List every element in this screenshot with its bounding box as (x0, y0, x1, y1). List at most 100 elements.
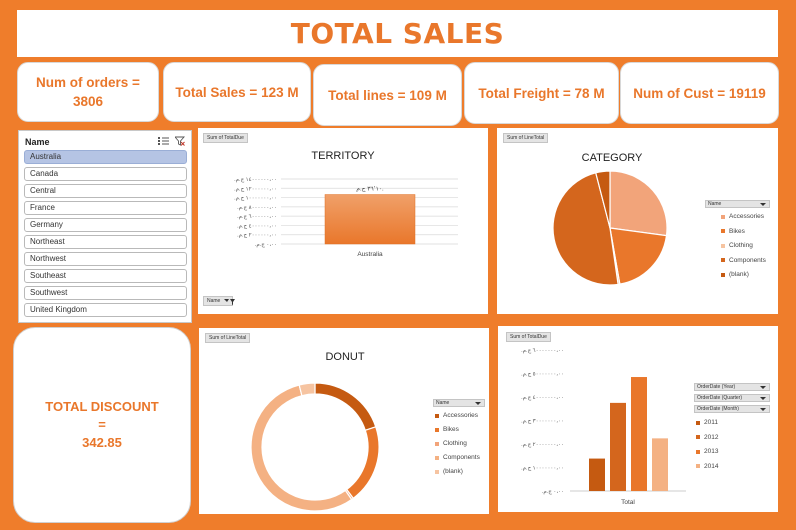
total-discount-value: 342.85 (82, 435, 122, 450)
year-bar-chart: ٦٠٠٠٠٠٠٠،٠٠ ج.م.‏ ٥٠٠٠٠٠٠٠،٠٠ ج.م.‏ ٤٠٠٠٠٠… (521, 348, 686, 506)
slicer-item[interactable]: Canada (24, 167, 187, 181)
slice-blank[interactable] (298, 382, 316, 397)
kpi-num-customers-label: Num of Cust = 19119 (633, 85, 766, 101)
year-field-button[interactable]: Sum of TotalDue (506, 332, 551, 342)
legend-swatch (435, 413, 439, 418)
territory-bar[interactable] (324, 194, 416, 245)
slice-accessories[interactable] (609, 170, 668, 237)
legend-label: Accessories (443, 412, 479, 419)
slicer-item[interactable]: Southwest (24, 286, 187, 300)
legend-item: 2014 (696, 463, 718, 470)
bar-2013[interactable] (631, 377, 647, 491)
category-legend-filter[interactable]: Name (705, 200, 770, 208)
year-filter[interactable]: OrderDate (Year) (694, 383, 770, 391)
legend-swatch (435, 455, 439, 460)
month-filter-label: OrderDate (Month) (697, 406, 739, 412)
total-discount-card: TOTAL DISCOUNT = 342.85 (13, 327, 191, 523)
legend-item: Components (435, 454, 480, 461)
category-field-button[interactable]: Sum of LineTotal (503, 133, 549, 143)
slice-accessories[interactable] (314, 382, 377, 432)
legend-swatch (721, 229, 725, 233)
clear-filter-icon[interactable] (175, 136, 185, 146)
y-tick-label: ٢٠٠٠٠٠٠٠،٠٠ ج.م.‏ (521, 442, 564, 448)
y-tick-label: ٠،٠٠ ج.م.‏ (542, 489, 564, 495)
legend-item: 2011 (696, 419, 718, 426)
kpi-orders-label: Num of orders = (36, 75, 140, 90)
bar-2012[interactable] (610, 402, 626, 491)
y-tick-label: ٨٠٠٠٠٠٠،٠٠ ج.م.‏ (237, 205, 277, 211)
legend-swatch (721, 258, 725, 262)
y-tick-label: ٣٠٠٠٠٠٠٠،٠٠ ج.م.‏ (521, 419, 564, 425)
legend-label: Bikes (443, 426, 459, 433)
category-chart-panel: Sum of LineTotal CATEGORY Name Accessori… (497, 128, 778, 314)
legend-swatch (721, 214, 725, 219)
legend-label: Clothing (443, 440, 467, 447)
territory-chart-panel: Sum of TotalDue TERRITORY ١٤٠٠٠٠٠٠،٠٠ ج.… (198, 128, 488, 314)
slice-bikes[interactable] (345, 426, 380, 500)
donut-chart-title: DONUT (325, 351, 365, 363)
legend-swatch (721, 243, 725, 248)
legend-item: Clothing (721, 242, 753, 249)
y-tick-label: ٦٠٠٠٠٠٠٠،٠٠ ج.م.‏ (521, 348, 564, 354)
y-tick-label: ٠،٠٠ ج.م.‏ (255, 242, 277, 248)
y-tick-label: ١٠٠٠٠٠٠٠،٠٠ ج.م.‏ (234, 196, 277, 202)
legend-label: (blank) (443, 468, 463, 475)
kpi-orders: Num of orders = 3806 (17, 62, 159, 122)
donut-legend-filter[interactable]: Name (433, 399, 485, 407)
y-tick-label: ١٢٠٠٠٠٠٠،٠٠ ج.م.‏ (234, 186, 277, 192)
territory-bar-chart: ١٤٠٠٠٠٠٠،٠٠ ج.م.‏ ١٢٠٠٠٠٠٠،٠٠ ج.م.‏ ١٠٠٠٠٠… (234, 177, 458, 258)
kpi-total-lines-label: Total lines = 109 M (328, 87, 447, 103)
y-tick-label: ٤٠٠٠٠٠٠،٠٠ ج.م.‏ (237, 223, 277, 229)
y-tick-label: ٦٠٠٠٠٠٠،٠٠ ج.م.‏ (237, 214, 277, 220)
dashboard-title: TOTAL SALES (290, 17, 505, 50)
kpi-num-customers: Num of Cust = 19119 (620, 62, 779, 124)
legend-label: Components (729, 256, 766, 264)
slice-components[interactable] (552, 172, 619, 286)
slicer-item[interactable]: Northwest (24, 252, 187, 266)
legend-swatch (696, 464, 700, 468)
slicer-header: Name (25, 137, 50, 147)
kpi-orders-value: 3806 (72, 94, 104, 109)
multi-select-icon[interactable] (158, 136, 169, 145)
legend-swatch (721, 272, 725, 277)
slice-blank[interactable] (595, 170, 611, 229)
donut-legend-header: Name (436, 400, 450, 406)
territory-filter-label: Name (207, 298, 221, 304)
legend-item: 2013 (696, 448, 718, 455)
legend-label: 2011 (704, 419, 718, 426)
donut-field-button[interactable]: Sum of LineTotal (205, 333, 251, 343)
y-tick-label: ٤٠٠٠٠٠٠٠،٠٠ ج.م.‏ (521, 395, 564, 401)
bar-2011[interactable] (589, 458, 605, 491)
legend-swatch (435, 441, 439, 446)
legend-label: Bikes (729, 227, 745, 235)
territory-field-button[interactable]: Sum of TotalDue (203, 133, 248, 143)
slicer-item[interactable]: United Kingdom (24, 303, 187, 317)
x-category-label: Australia (357, 251, 383, 258)
slice-components[interactable] (250, 384, 353, 512)
donut-chart-panel: Sum of LineTotal DONUT Name Accessories B… (199, 328, 489, 514)
kpi-total-sales-label: Total Sales = 123 M (175, 84, 299, 100)
slicer-item[interactable]: Southeast (24, 269, 187, 283)
legend-label: Clothing (729, 242, 753, 249)
slice-bikes[interactable] (609, 227, 668, 285)
x-category-label: Total (621, 499, 635, 506)
slicer-item[interactable]: Australia (24, 150, 187, 164)
slicer-item[interactable]: Central (24, 184, 187, 198)
y-tick-label: ١٤٠٠٠٠٠٠،٠٠ ج.م.‏ (234, 177, 277, 183)
territory-chart-title: TERRITORY (311, 150, 375, 162)
slicer-item[interactable]: Germany (24, 218, 187, 232)
quarter-filter[interactable]: OrderDate (Quarter) (694, 394, 770, 402)
filter-icon[interactable] (224, 298, 236, 306)
slicer-item[interactable]: France (24, 201, 187, 215)
month-filter[interactable]: OrderDate (Month) (694, 405, 770, 413)
category-legend-header: Name (708, 201, 722, 207)
legend-item: Bikes (435, 426, 459, 433)
legend-item: Accessories (435, 412, 478, 419)
bar-2014[interactable] (652, 438, 668, 491)
legend-item: Components (721, 257, 766, 264)
legend-item: 2012 (696, 434, 718, 441)
category-pie-chart (552, 170, 668, 286)
legend-item: Accessories (721, 213, 764, 220)
slicer-item[interactable]: Northeast (24, 235, 187, 249)
dashboard-title-banner: TOTAL SALES (17, 10, 778, 57)
